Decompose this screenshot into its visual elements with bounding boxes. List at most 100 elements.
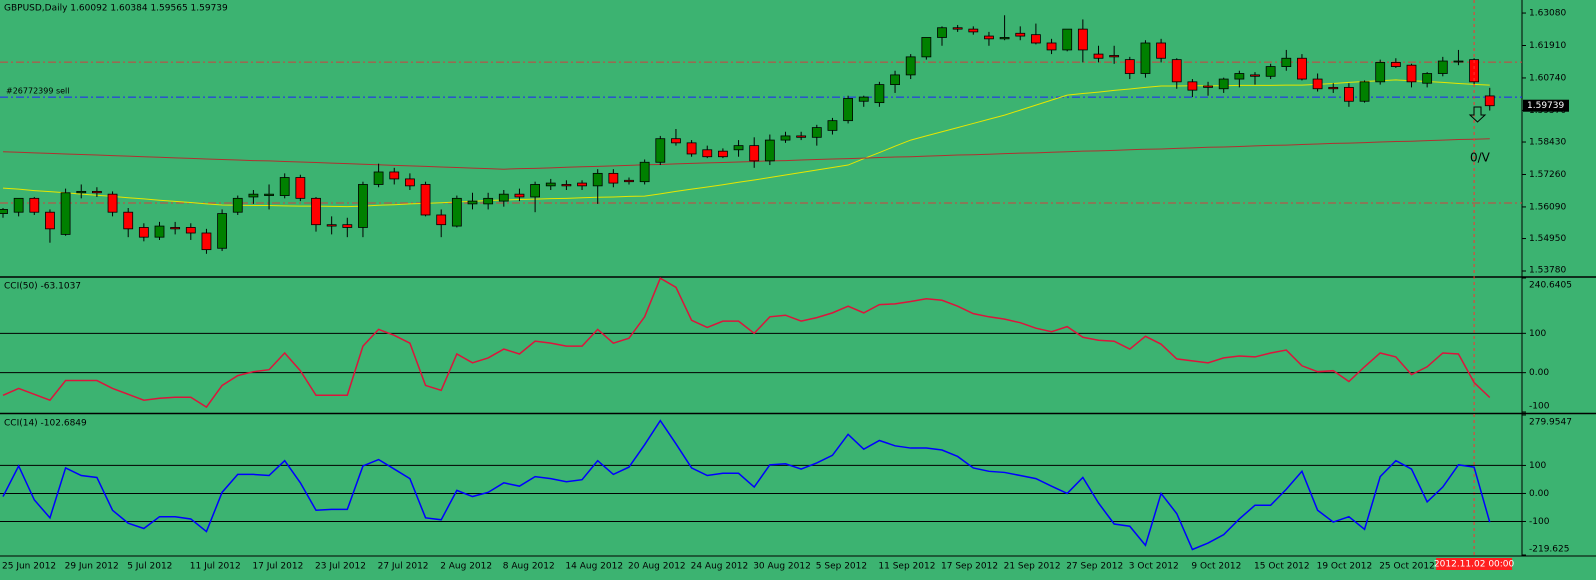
candle-body xyxy=(1453,60,1464,63)
x-tick-label: 17 Jul 2012 xyxy=(252,562,303,572)
candle-body xyxy=(92,190,102,194)
candle-body xyxy=(185,227,196,234)
candle-body xyxy=(1406,64,1417,83)
candle-body xyxy=(358,184,368,228)
candle-body xyxy=(1077,28,1088,51)
x-tick-label: 15 Oct 2012 xyxy=(1254,562,1310,572)
y-tick-label: 1.54950 xyxy=(1529,234,1566,244)
x-tick-label: 2 Aug 2012 xyxy=(440,562,492,572)
y-tick-label: -100 xyxy=(1529,517,1550,527)
candle-body xyxy=(248,193,259,198)
x-tick-label: 17 Sep 2012 xyxy=(941,562,998,572)
x-tick-label: 27 Jul 2012 xyxy=(378,562,429,572)
candle-body xyxy=(326,224,337,227)
x-tick-label: 11 Jul 2012 xyxy=(190,562,241,572)
candle-body xyxy=(279,177,290,196)
moving-average xyxy=(2,138,1490,170)
x-tick-label: 5 Sep 2012 xyxy=(816,562,867,572)
y-tick-label: 1.53780 xyxy=(1529,266,1566,276)
candle-body xyxy=(592,172,603,187)
candle-body xyxy=(467,200,478,205)
candle-body xyxy=(827,120,838,131)
pane-title: CCI(50) -63.1037 xyxy=(4,282,81,292)
x-tick-label: 27 Sep 2012 xyxy=(1066,562,1123,572)
candle-body xyxy=(843,98,853,122)
x-tick-label: 23 Jul 2012 xyxy=(315,562,366,572)
candle-body xyxy=(232,197,243,213)
candle-body xyxy=(123,211,134,230)
candle-body xyxy=(624,179,634,183)
indicator-line xyxy=(2,419,1491,551)
candle-body xyxy=(1140,42,1151,74)
y-tick-label: -100 xyxy=(1529,402,1550,412)
candle-body xyxy=(1265,66,1276,77)
candle-body xyxy=(952,27,963,30)
candle-body xyxy=(295,177,306,199)
x-tick-label: 24 Aug 2012 xyxy=(691,562,749,572)
candle-body xyxy=(718,150,728,158)
candle-body xyxy=(921,37,932,58)
candle-body xyxy=(545,182,556,187)
candle-body xyxy=(342,224,353,228)
candle-body xyxy=(483,197,494,205)
candle-body xyxy=(154,225,165,238)
candle-body xyxy=(1469,59,1479,83)
candle-body xyxy=(373,171,384,185)
y-tick-label: 240.6405 xyxy=(1529,281,1572,291)
candle-body xyxy=(749,145,760,162)
candle-body xyxy=(577,182,587,187)
candle-body xyxy=(311,197,321,226)
level-label: #26772399 sell xyxy=(6,87,70,96)
candle-body xyxy=(1281,57,1292,67)
indicator-line xyxy=(2,277,1491,409)
candle-body xyxy=(436,214,447,226)
candle-body xyxy=(1218,78,1229,90)
x-tick-label: 9 Oct 2012 xyxy=(1191,562,1241,572)
candle-body xyxy=(984,35,994,40)
candle-body xyxy=(217,213,228,249)
candle-body xyxy=(404,178,415,187)
candle-body xyxy=(138,227,149,238)
candle-body xyxy=(1422,73,1433,84)
candle-body xyxy=(968,28,979,33)
current-price: 1.59739 xyxy=(1527,101,1564,111)
x-tick-label: 25 Jun 2012 xyxy=(2,562,56,572)
pane-title: CCI(14) -102.6849 xyxy=(4,419,87,429)
x-tick-label: 5 Jul 2012 xyxy=(127,562,172,572)
candle-body xyxy=(451,197,462,227)
y-tick-label: 1.61910 xyxy=(1529,41,1566,51)
y-tick-label: 1.60740 xyxy=(1529,73,1566,83)
y-tick-label: 0.00 xyxy=(1529,368,1549,378)
candle-body xyxy=(514,193,525,198)
candle-body xyxy=(1156,42,1166,59)
candle-body xyxy=(1031,34,1041,44)
x-tick-label: 8 Aug 2012 xyxy=(503,562,555,572)
candle-body xyxy=(874,84,885,104)
x-tick-label: 30 Aug 2012 xyxy=(753,562,811,572)
candle-body xyxy=(1015,32,1026,37)
candle-body xyxy=(1375,62,1386,83)
crosshair-box xyxy=(1436,558,1513,570)
candle-body xyxy=(655,138,666,163)
candle-body xyxy=(890,74,900,86)
x-tick-label: 11 Sep 2012 xyxy=(878,562,935,572)
candle-body xyxy=(1312,78,1323,90)
y-tick-label: 279.9547 xyxy=(1529,418,1572,428)
x-tick-label: 14 Aug 2012 xyxy=(565,562,623,572)
candle-body xyxy=(811,127,822,138)
candle-body xyxy=(608,172,619,184)
y-tick-label: 1.63080 xyxy=(1529,9,1566,19)
candle-body xyxy=(1328,86,1339,90)
pane-title: GBPUSD,Daily 1.60092 1.60384 1.59565 1.5… xyxy=(4,4,228,14)
y-tick-label: 1.58430 xyxy=(1529,138,1566,148)
candle-body xyxy=(702,149,713,158)
candle-body xyxy=(45,211,55,230)
candle-body xyxy=(1390,62,1401,67)
candle-body xyxy=(1359,81,1370,102)
candle-body xyxy=(1437,60,1448,74)
candle-body xyxy=(1234,73,1245,80)
candle-body xyxy=(561,184,572,187)
candle-body xyxy=(498,193,509,202)
sell-arrow xyxy=(1468,106,1487,123)
